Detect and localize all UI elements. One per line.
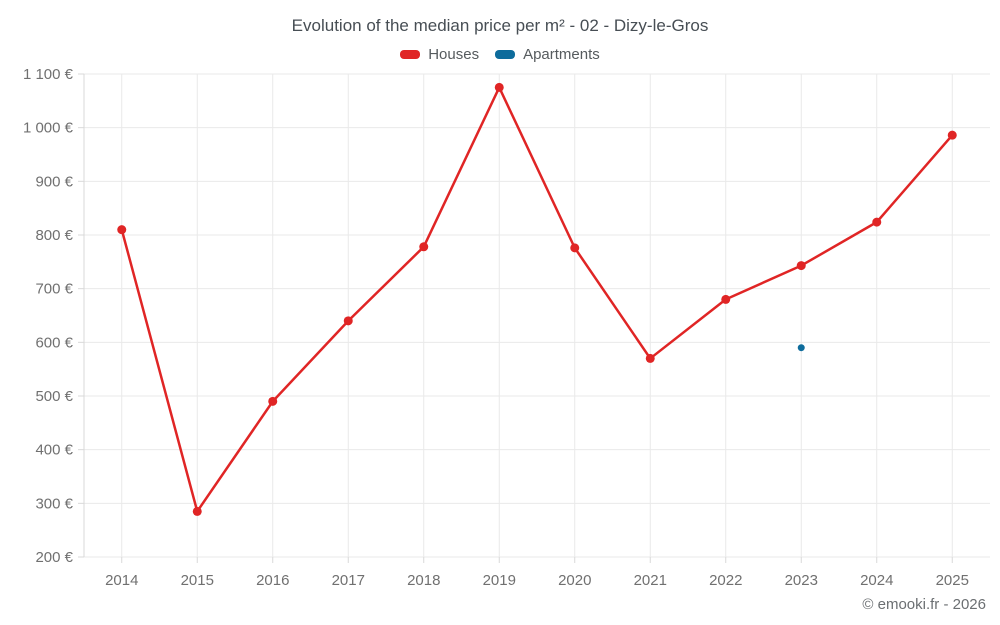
- data-point-houses-2021[interactable]: [645, 353, 655, 363]
- x-tick-label: 2017: [332, 572, 365, 589]
- data-point-houses-2015[interactable]: [192, 506, 202, 516]
- y-tick-label: 500 €: [35, 388, 73, 405]
- chart-title: Evolution of the median price per m² - 0…: [291, 16, 709, 35]
- x-tick-label: 2021: [634, 572, 667, 589]
- legend: Houses Apartments: [0, 46, 1000, 63]
- y-tick-label: 200 €: [35, 549, 73, 566]
- y-tick-label: 1 100 €: [23, 66, 74, 83]
- data-point-houses-2018[interactable]: [419, 242, 429, 252]
- data-point-apartments-2023[interactable]: [797, 344, 805, 352]
- x-tick-label: 2025: [936, 572, 969, 589]
- data-point-houses-2022[interactable]: [721, 294, 731, 304]
- apartments-series-swatch-icon: [495, 50, 516, 59]
- x-tick-label: 2023: [785, 572, 818, 589]
- legend-item-houses[interactable]: Houses: [400, 46, 479, 63]
- data-point-houses-2025[interactable]: [947, 130, 957, 140]
- data-point-houses-2014[interactable]: [117, 225, 127, 235]
- y-tick-label: 900 €: [35, 173, 73, 190]
- y-tick-label: 800 €: [35, 227, 73, 244]
- copyright-note: © emooki.fr - 2026: [862, 596, 986, 613]
- houses-series-swatch-icon: [400, 50, 421, 59]
- legend-label-houses: Houses: [428, 46, 480, 63]
- x-tick-label: 2014: [105, 572, 138, 589]
- data-point-houses-2019[interactable]: [494, 82, 504, 92]
- x-tick-label: 2022: [709, 572, 742, 589]
- x-tick-label: 2018: [407, 572, 440, 589]
- x-tick-label: 2016: [256, 572, 289, 589]
- x-tick-label: 2019: [483, 572, 516, 589]
- legend-item-apartments[interactable]: Apartments: [495, 46, 600, 63]
- x-tick-label: 2024: [860, 572, 893, 589]
- data-point-houses-2020[interactable]: [570, 243, 580, 253]
- data-point-houses-2023[interactable]: [796, 261, 806, 271]
- y-tick-label: 400 €: [35, 442, 73, 459]
- series-line-houses: [120, 86, 954, 513]
- y-tick-label: 300 €: [35, 495, 73, 512]
- data-point-houses-2016[interactable]: [268, 396, 278, 406]
- data-point-houses-2024[interactable]: [872, 217, 882, 227]
- y-tick-label: 1 000 €: [23, 120, 74, 137]
- x-tick-label: 2015: [181, 572, 214, 589]
- y-tick-label: 600 €: [35, 334, 73, 351]
- legend-label-apartments: Apartments: [523, 46, 600, 63]
- data-point-houses-2017[interactable]: [343, 316, 353, 326]
- x-tick-label: 2020: [558, 572, 591, 589]
- y-tick-label: 700 €: [35, 281, 73, 298]
